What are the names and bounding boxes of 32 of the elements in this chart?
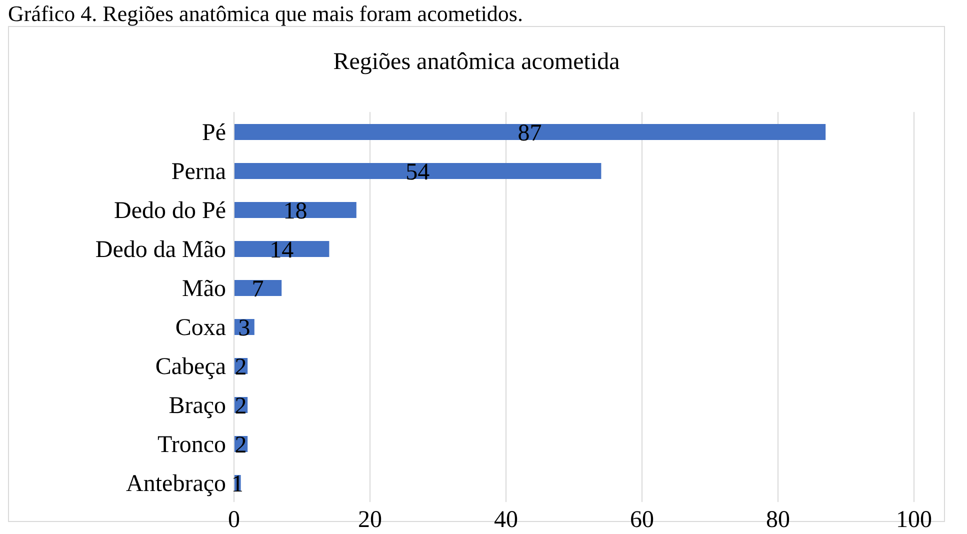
y-tick-label: Cabeça [155, 354, 226, 380]
data-label: 2 [234, 394, 247, 420]
bar [234, 202, 356, 218]
data-label: 2 [234, 354, 247, 381]
x-tick-label: 80 [766, 507, 790, 534]
data-label: 2 [234, 432, 247, 459]
y-tick-label: Dedo da Mão [95, 237, 226, 264]
data-label: 18 [283, 198, 308, 225]
y-tick-label: Perna [171, 159, 226, 186]
y-tick-label: Mão [182, 276, 226, 302]
x-tick-label: 100 [896, 507, 932, 534]
x-tick-label: 40 [494, 507, 518, 534]
bar [234, 241, 330, 257]
data-label: 54 [406, 160, 430, 186]
y-tick-label: Pé [202, 120, 226, 146]
y-tick-label: Dedo do Pé [114, 198, 226, 224]
x-tick-label: 60 [630, 507, 654, 534]
data-label: 7 [252, 276, 264, 303]
y-tick-label: Antebraço [126, 471, 226, 498]
data-label: 87 [518, 120, 542, 147]
text: Gráfico 4. Regiões anatômica que mais foram acometidos. [8, 1, 524, 26]
bar [234, 280, 282, 296]
y-tick-label: Tronco [158, 432, 226, 458]
bar [234, 163, 602, 179]
x-tick-label: 20 [358, 507, 382, 534]
y-tick-label: Braço [168, 393, 226, 420]
data-label: 3 [238, 316, 250, 342]
data-label: 14 [270, 238, 294, 264]
y-tick-label: Coxa [175, 315, 226, 342]
x-tick-label: 0 [228, 507, 240, 534]
bar [234, 124, 826, 140]
chart-title: Regiões anatômica acometida [332, 49, 621, 76]
